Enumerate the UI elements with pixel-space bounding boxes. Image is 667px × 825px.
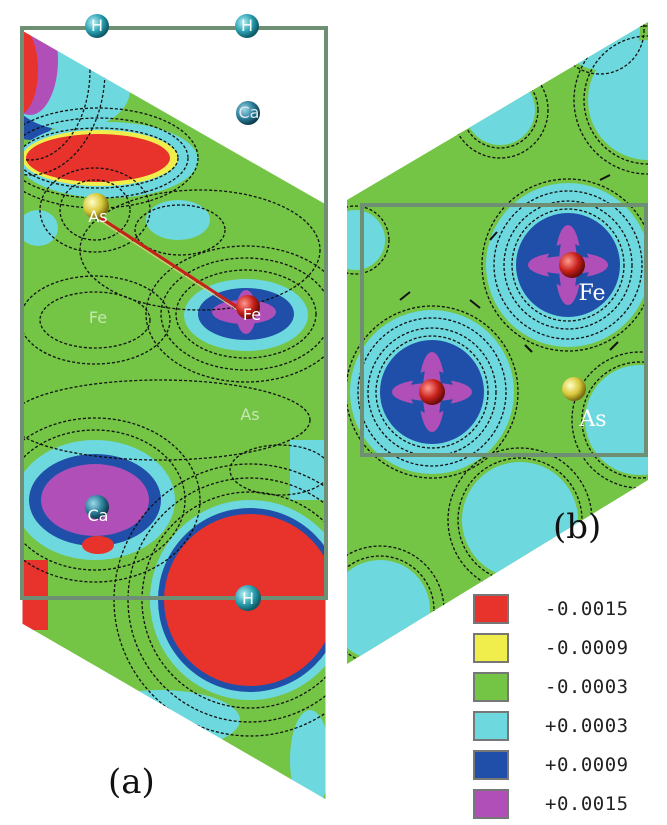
panel-b-label: (b) — [553, 507, 602, 547]
svg-text:Ca: Ca — [239, 103, 260, 122]
fe-atom-b: Fe — [559, 252, 606, 306]
svg-text:H: H — [242, 589, 254, 608]
h-atom-bottom: H — [235, 585, 261, 611]
svg-text:H: H — [241, 16, 253, 35]
legend-item: +0.0009 — [473, 747, 653, 783]
unit-cell-frame-b — [360, 203, 648, 457]
legend-label: -0.0003 — [545, 676, 629, 698]
legend-swatch — [473, 672, 509, 702]
legend-label: -0.0009 — [545, 637, 629, 659]
legend-label: +0.0015 — [545, 793, 629, 815]
legend-item: +0.0003 — [473, 708, 653, 744]
fe-atom-b-lower — [419, 379, 445, 405]
svg-text:As: As — [578, 407, 606, 432]
legend-item: -0.0015 — [473, 591, 653, 627]
legend-item: -0.0009 — [473, 630, 653, 666]
as-atom-a: As — [83, 193, 109, 226]
fe-faint-label-a: Fe — [89, 308, 107, 327]
h-atom-top-left: H — [85, 14, 109, 38]
legend-swatch — [473, 789, 509, 819]
ca-atom-top: Ca — [236, 101, 260, 125]
as-atom-b: As — [562, 377, 607, 432]
panel-a-map — [22, 30, 326, 800]
svg-text:Fe: Fe — [243, 305, 261, 324]
panel-a-label: (a) — [108, 762, 155, 802]
legend-swatch — [473, 750, 509, 780]
unit-cell-frame-a — [20, 26, 328, 600]
legend-label: +0.0009 — [545, 754, 629, 776]
legend-swatch — [473, 594, 509, 624]
legend-label: +0.0003 — [545, 715, 629, 737]
svg-text:H: H — [91, 16, 103, 35]
as-faint-label-a: As — [240, 405, 259, 424]
legend-label: -0.0015 — [545, 598, 629, 620]
legend-swatch — [473, 633, 509, 663]
legend-item: +0.0015 — [473, 786, 653, 822]
legend-swatch — [473, 711, 509, 741]
ca-atom-bottom: Ca — [85, 495, 109, 525]
svg-text:As: As — [88, 207, 107, 226]
h-atom-top-right: H — [235, 14, 259, 38]
svg-text:Ca: Ca — [88, 506, 109, 525]
svg-text:Fe: Fe — [578, 281, 605, 306]
legend-item: -0.0003 — [473, 669, 653, 705]
fe-atom-a: Fe — [236, 295, 261, 324]
color-legend: -0.0015 -0.0009 -0.0003 +0.0003 +0.0009 … — [473, 591, 653, 825]
